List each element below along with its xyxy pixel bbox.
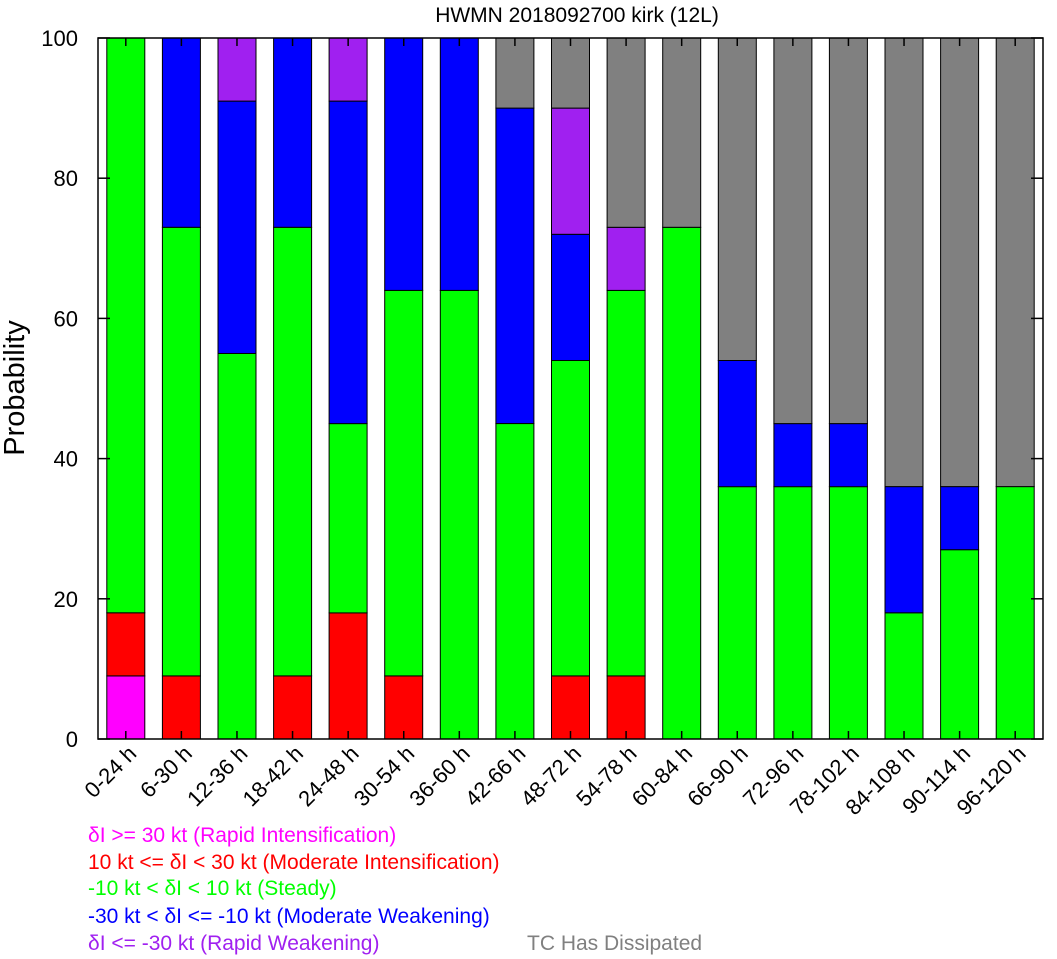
bar-segment (828, 423, 868, 488)
bar-segment (606, 37, 646, 228)
bar-segment (161, 37, 201, 228)
bar-segment (940, 37, 980, 488)
x-tick-label: 42-66 h (460, 741, 530, 811)
legend-entry: -10 kt < δI < 10 kt (Steady) (88, 877, 337, 900)
legend-entry: δI >= 30 kt (Rapid Intensification) (88, 824, 396, 847)
bar-segment (328, 37, 368, 102)
bar-segment (328, 423, 368, 614)
bar-segment (439, 289, 479, 740)
bar-segment (828, 486, 868, 740)
bar-segment (106, 37, 146, 614)
bar-segment (551, 233, 590, 361)
x-tick-label: 24-48 h (293, 741, 363, 811)
bar-segment (384, 37, 424, 291)
x-tick-label: 30-54 h (349, 741, 419, 811)
bar-segment (495, 423, 535, 740)
bar-segment (828, 37, 868, 425)
bar-segment (551, 107, 590, 235)
bar-segment (662, 226, 702, 740)
bar-segment (662, 37, 702, 228)
y-tick-label: 60 (54, 306, 78, 331)
x-tick-label: 60-84 h (627, 741, 697, 811)
x-tick-label: 36-60 h (404, 741, 474, 811)
x-tick-label: 66-90 h (682, 741, 752, 811)
y-tick-label: 40 (54, 447, 78, 472)
bars-layer (106, 37, 1035, 740)
legend-entry: δI <= -30 kt (Rapid Weakening) (88, 932, 379, 955)
bar-segment (439, 37, 479, 291)
bar-segment (884, 37, 924, 488)
bar-segment (551, 360, 590, 677)
bar-segment (884, 486, 924, 614)
chart-title: HWMN 2018092700 kirk (12L) (435, 4, 719, 27)
bar-segment (773, 486, 813, 740)
bar-segment (717, 37, 757, 361)
bar-segment (384, 289, 424, 677)
bar-segment (606, 675, 646, 740)
y-tick-label: 20 (54, 587, 78, 612)
bar-segment (995, 486, 1035, 740)
bar-segment (495, 107, 535, 424)
bar-segment (884, 612, 924, 740)
bar-segment (606, 289, 646, 677)
x-tick-label: 54-78 h (571, 741, 641, 811)
bar-segment (551, 37, 590, 109)
bar-segment (940, 486, 980, 551)
bar-segment (328, 100, 368, 425)
bar-segment (161, 226, 201, 677)
bar-segment (995, 37, 1035, 488)
legend-entry: -30 kt < δI <= -10 kt (Moderate Weakenin… (88, 905, 490, 928)
bar-segment (273, 675, 313, 740)
bar-segment (106, 675, 146, 740)
bar-segment (273, 226, 313, 677)
bar-segment (717, 360, 757, 488)
bar-segment (384, 675, 424, 740)
x-tick-label: 48-72 h (516, 741, 586, 811)
bar-segment (773, 423, 813, 488)
bar-segment (328, 612, 368, 740)
y-axis-label: Probability (0, 320, 31, 456)
bar-segment (217, 100, 257, 354)
bar-segment (940, 549, 980, 740)
y-tick-label: 100 (41, 26, 78, 51)
bar-segment (217, 352, 257, 740)
x-tick-label: 12-36 h (182, 741, 252, 811)
bar-segment (106, 612, 146, 677)
bar-segment (161, 675, 201, 740)
bar-segment (717, 486, 757, 740)
y-tick-label: 0 (66, 727, 78, 752)
x-tick-label: 0-24 h (80, 741, 142, 803)
legend-entry: TC Has Dissipated (527, 932, 702, 955)
bar-segment (217, 37, 257, 102)
bar-segment (773, 37, 813, 425)
y-tick-label: 80 (54, 166, 78, 191)
bar-segment (495, 37, 535, 109)
legend-entry: 10 kt <= δI < 30 kt (Moderate Intensific… (88, 851, 500, 874)
bar-segment (606, 226, 646, 291)
bar-segment (273, 37, 313, 228)
legend: δI >= 30 kt (Rapid Intensification) 10 kt… (88, 824, 702, 955)
x-tick-label: 18-42 h (238, 741, 308, 811)
bar-segment (551, 675, 590, 740)
